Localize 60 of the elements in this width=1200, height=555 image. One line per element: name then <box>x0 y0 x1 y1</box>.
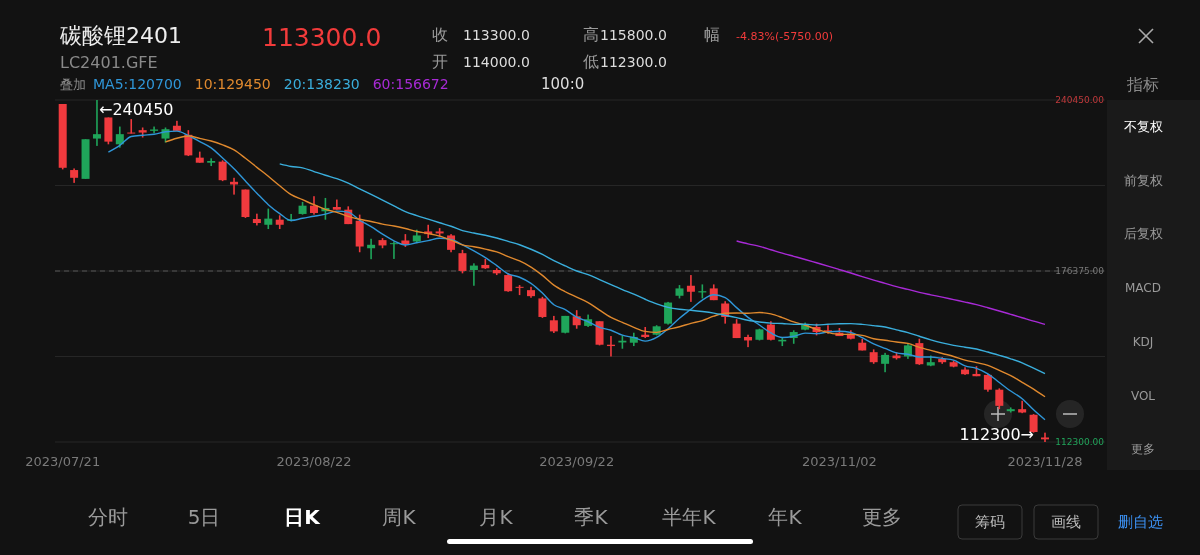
candlestick <box>389 241 398 259</box>
text: 不复权 <box>1123 119 1163 134</box>
text: 分时 <box>88 505 128 529</box>
text: 更多 <box>862 505 902 529</box>
chart-title: 碳酸锂2401 <box>59 23 182 48</box>
x-tick-label: 2023/11/28 <box>1007 454 1083 469</box>
text: 115800.0 <box>600 27 667 43</box>
x-tick-label: 2023/08/22 <box>276 454 352 469</box>
text: 高 <box>583 25 599 44</box>
candlestick <box>92 100 101 146</box>
text: 60:156672 <box>372 76 449 92</box>
text: 年K <box>768 505 803 529</box>
text: 114000.0 <box>463 54 530 70</box>
text: 收 <box>432 25 448 44</box>
text: 更多 <box>1131 442 1155 456</box>
line-series <box>164 135 1046 398</box>
x-tick-label: 2023/07/21 <box>25 454 101 469</box>
x-tick-label: 2023/11/02 <box>801 454 877 469</box>
annotation: ←240450 <box>99 100 174 119</box>
candlestick <box>1006 407 1015 413</box>
text: MA5:120700 <box>93 76 182 92</box>
text: 前复权 <box>1123 173 1163 188</box>
candlestick <box>469 263 478 286</box>
text: 5日 <box>187 505 221 529</box>
text: KDJ <box>1132 335 1154 349</box>
candlestick <box>1041 432 1049 442</box>
text: 低 <box>583 52 599 71</box>
line-series <box>279 163 1046 375</box>
candlestick <box>127 119 136 134</box>
candlestick <box>686 275 695 302</box>
y-tick-label: 240450.00 <box>1055 94 1105 105</box>
text: 叠加 <box>60 77 86 92</box>
text: 周K <box>382 505 417 529</box>
text: 10:129450 <box>194 76 271 92</box>
annotation: 112300→ <box>959 425 1034 444</box>
text: 月K <box>479 505 514 529</box>
text: 幅 <box>704 25 720 44</box>
text: 季K <box>574 505 609 529</box>
text: 半年K <box>662 505 717 529</box>
y-tick-label: 176375.00 <box>1055 265 1105 276</box>
text: 113300.0 <box>463 27 530 43</box>
text: 后复权 <box>1123 226 1163 241</box>
text: MACD <box>1125 281 1161 295</box>
text: 20:138230 <box>283 76 360 92</box>
text: 开 <box>432 52 448 71</box>
text: 指标 <box>1126 75 1159 94</box>
text: 筹码 <box>975 513 1005 531</box>
y-tick-label: 112300.00 <box>1055 436 1105 447</box>
text: 100:0 <box>541 75 585 93</box>
text: -4.83%(-5750.00) <box>736 30 833 43</box>
candlestick <box>207 158 216 167</box>
text: 日K <box>284 505 322 529</box>
text: VOL <box>1130 389 1156 403</box>
x-tick-label: 2023/09/22 <box>539 454 615 469</box>
text: 113300.0 <box>262 23 382 52</box>
text: 112300.0 <box>600 54 667 70</box>
text: 删自选 <box>1117 513 1163 531</box>
text: 画线 <box>1051 513 1081 531</box>
line-series <box>735 240 1046 326</box>
chart-subtitle: LC2401.GFE <box>60 53 158 72</box>
